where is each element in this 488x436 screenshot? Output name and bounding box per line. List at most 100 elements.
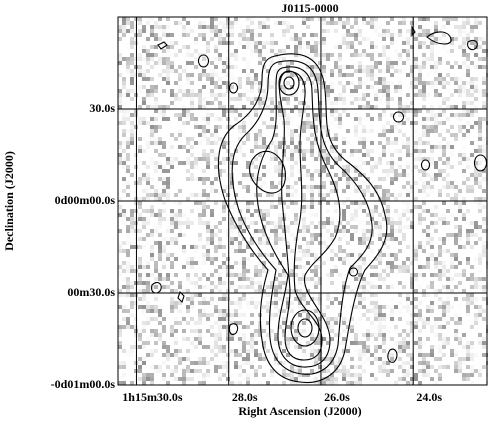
noise-pixel: [226, 365, 230, 369]
noise-pixel: [386, 61, 390, 65]
noise-pixel: [390, 73, 394, 77]
noise-pixel: [142, 173, 146, 177]
noise-pixel: [394, 197, 398, 201]
noise-pixel: [162, 373, 166, 377]
noise-pixel: [198, 21, 202, 25]
noise-pixel: [182, 73, 186, 77]
noise-pixel: [410, 301, 414, 305]
noise-pixel: [190, 73, 194, 77]
noise-pixel: [214, 169, 218, 173]
noise-pixel: [214, 189, 218, 193]
noise-pixel: [130, 337, 134, 341]
noise-pixel: [390, 237, 394, 241]
noise-pixel: [246, 17, 250, 21]
noise-pixel: [434, 233, 438, 237]
noise-pixel: [394, 285, 398, 289]
noise-pixel: [430, 33, 434, 37]
noise-pixel: [302, 53, 306, 57]
noise-pixel: [170, 69, 174, 73]
noise-pixel: [350, 281, 354, 285]
noise-pixel: [186, 121, 190, 125]
noise-pixel: [438, 253, 442, 257]
noise-pixel: [210, 133, 214, 137]
noise-pixel: [166, 193, 170, 197]
noise-pixel: [282, 329, 286, 333]
noise-pixel: [446, 297, 450, 301]
noise-pixel: [118, 237, 122, 241]
noise-pixel: [174, 309, 178, 313]
noise-pixel: [298, 249, 302, 253]
noise-pixel: [250, 365, 254, 369]
noise-pixel: [374, 221, 378, 225]
noise-pixel: [150, 25, 154, 29]
noise-pixel: [398, 101, 402, 105]
noise-pixel: [278, 65, 282, 69]
noise-pixel: [282, 361, 286, 365]
noise-pixel: [218, 321, 222, 325]
noise-pixel: [406, 209, 410, 213]
noise-pixel: [326, 97, 330, 101]
noise-pixel: [362, 173, 366, 177]
noise-pixel: [222, 37, 226, 41]
noise-pixel: [326, 89, 330, 93]
noise-pixel: [470, 289, 474, 293]
noise-pixel: [370, 213, 374, 217]
noise-pixel: [426, 181, 430, 185]
noise-pixel: [250, 69, 254, 73]
noise-pixel: [230, 245, 234, 249]
noise-pixel: [366, 157, 370, 161]
noise-pixel: [122, 373, 126, 377]
noise-pixel: [378, 101, 382, 105]
noise-pixel: [318, 73, 322, 77]
noise-pixel: [482, 205, 486, 209]
noise-pixel: [426, 165, 430, 169]
noise-pixel: [290, 377, 294, 381]
noise-pixel: [202, 193, 206, 197]
noise-pixel: [434, 161, 438, 165]
noise-pixel: [326, 297, 330, 301]
noise-pixel: [382, 289, 386, 293]
noise-pixel: [354, 53, 358, 57]
noise-pixel: [426, 293, 430, 297]
noise-pixel: [318, 129, 322, 133]
noise-pixel: [418, 341, 422, 345]
noise-pixel: [450, 345, 454, 349]
noise-pixel: [350, 181, 354, 185]
noise-pixel: [362, 277, 366, 281]
noise-pixel: [182, 33, 186, 37]
noise-pixel: [206, 277, 210, 281]
noise-pixel: [118, 169, 122, 173]
noise-pixel: [246, 97, 250, 101]
noise-pixel: [202, 261, 206, 265]
noise-pixel: [454, 321, 458, 325]
noise-pixel: [314, 41, 318, 45]
noise-pixel: [270, 85, 274, 89]
noise-pixel: [182, 105, 186, 109]
noise-pixel: [174, 241, 178, 245]
noise-pixel: [258, 381, 262, 385]
noise-pixel: [382, 153, 386, 157]
noise-pixel: [422, 181, 426, 185]
noise-pixel: [414, 173, 418, 177]
noise-pixel: [398, 213, 402, 217]
noise-pixel: [326, 73, 330, 77]
noise-pixel: [226, 377, 230, 381]
noise-pixel: [206, 245, 210, 249]
noise-pixel: [346, 73, 350, 77]
noise-pixel: [426, 317, 430, 321]
noise-pixel: [394, 29, 398, 33]
noise-pixel: [406, 61, 410, 65]
noise-pixel: [458, 341, 462, 345]
noise-pixel: [174, 221, 178, 225]
noise-pixel: [434, 321, 438, 325]
noise-pixel: [254, 117, 258, 121]
noise-pixel: [358, 185, 362, 189]
noise-pixel: [302, 301, 306, 305]
noise-pixel: [246, 373, 250, 377]
noise-pixel: [322, 261, 326, 265]
noise-pixel: [118, 17, 122, 21]
noise-pixel: [202, 37, 206, 41]
noise-pixel: [170, 225, 174, 229]
noise-pixel: [170, 253, 174, 257]
noise-pixel: [482, 241, 486, 245]
